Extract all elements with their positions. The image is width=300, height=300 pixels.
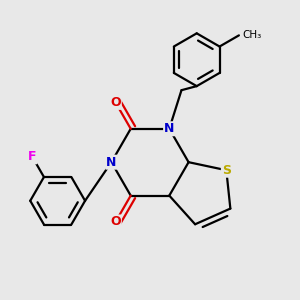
Text: S: S [222,164,231,177]
Text: CH₃: CH₃ [242,30,261,40]
Text: O: O [110,215,121,229]
Text: N: N [106,156,117,169]
Text: O: O [110,96,121,109]
Text: N: N [164,122,175,135]
Text: F: F [28,150,37,163]
